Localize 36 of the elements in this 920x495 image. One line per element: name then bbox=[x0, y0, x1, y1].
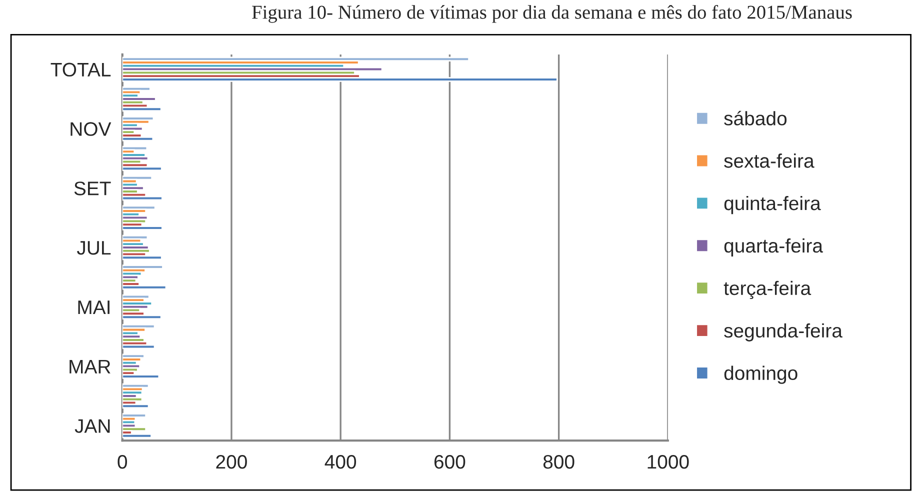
y-tick-label: JUL bbox=[76, 241, 111, 255]
x-tick-label: 0 bbox=[118, 454, 128, 469]
legend-label: terça-feira bbox=[724, 280, 812, 300]
y-tick-label: TOTAL bbox=[50, 62, 111, 77]
x-tick-label: 400 bbox=[324, 454, 356, 469]
bar bbox=[122, 176, 153, 180]
x-tick-label: 800 bbox=[543, 454, 574, 469]
legend-label: quarta-feira bbox=[724, 238, 823, 257]
bar bbox=[122, 255, 162, 260]
bar bbox=[122, 374, 160, 379]
y-tick-label: JAN bbox=[74, 419, 110, 433]
chart-title: Figura 10- Número de vítimas por dia da semana e mês do fato 2015/Manaus bbox=[252, 4, 852, 23]
bar bbox=[122, 226, 163, 230]
legend-label: sexta-feira bbox=[724, 154, 814, 168]
legend-label: quinta-feira bbox=[724, 196, 821, 214]
x-tick-label: 1000 bbox=[648, 454, 689, 469]
legend-label: sábado bbox=[724, 110, 787, 126]
bar bbox=[122, 344, 156, 350]
y-tick-label: MAI bbox=[78, 300, 110, 314]
bar bbox=[122, 196, 163, 201]
bar bbox=[122, 426, 147, 432]
legend-label: segunda-feira bbox=[724, 323, 842, 342]
y-tick-label: NOV bbox=[70, 122, 112, 136]
bar bbox=[122, 77, 558, 82]
x-tick-label: 200 bbox=[216, 454, 247, 469]
bar bbox=[122, 284, 167, 290]
bar bbox=[122, 404, 150, 409]
legend-label: domingo bbox=[724, 366, 798, 384]
y-tick-label: MAR bbox=[70, 360, 110, 374]
y-tick-label: SET bbox=[74, 182, 111, 196]
bar bbox=[122, 166, 162, 171]
bar bbox=[122, 106, 162, 112]
x-tick-label: 600 bbox=[434, 454, 466, 469]
bar bbox=[122, 433, 152, 438]
bar bbox=[122, 314, 162, 320]
bar bbox=[122, 136, 154, 142]
